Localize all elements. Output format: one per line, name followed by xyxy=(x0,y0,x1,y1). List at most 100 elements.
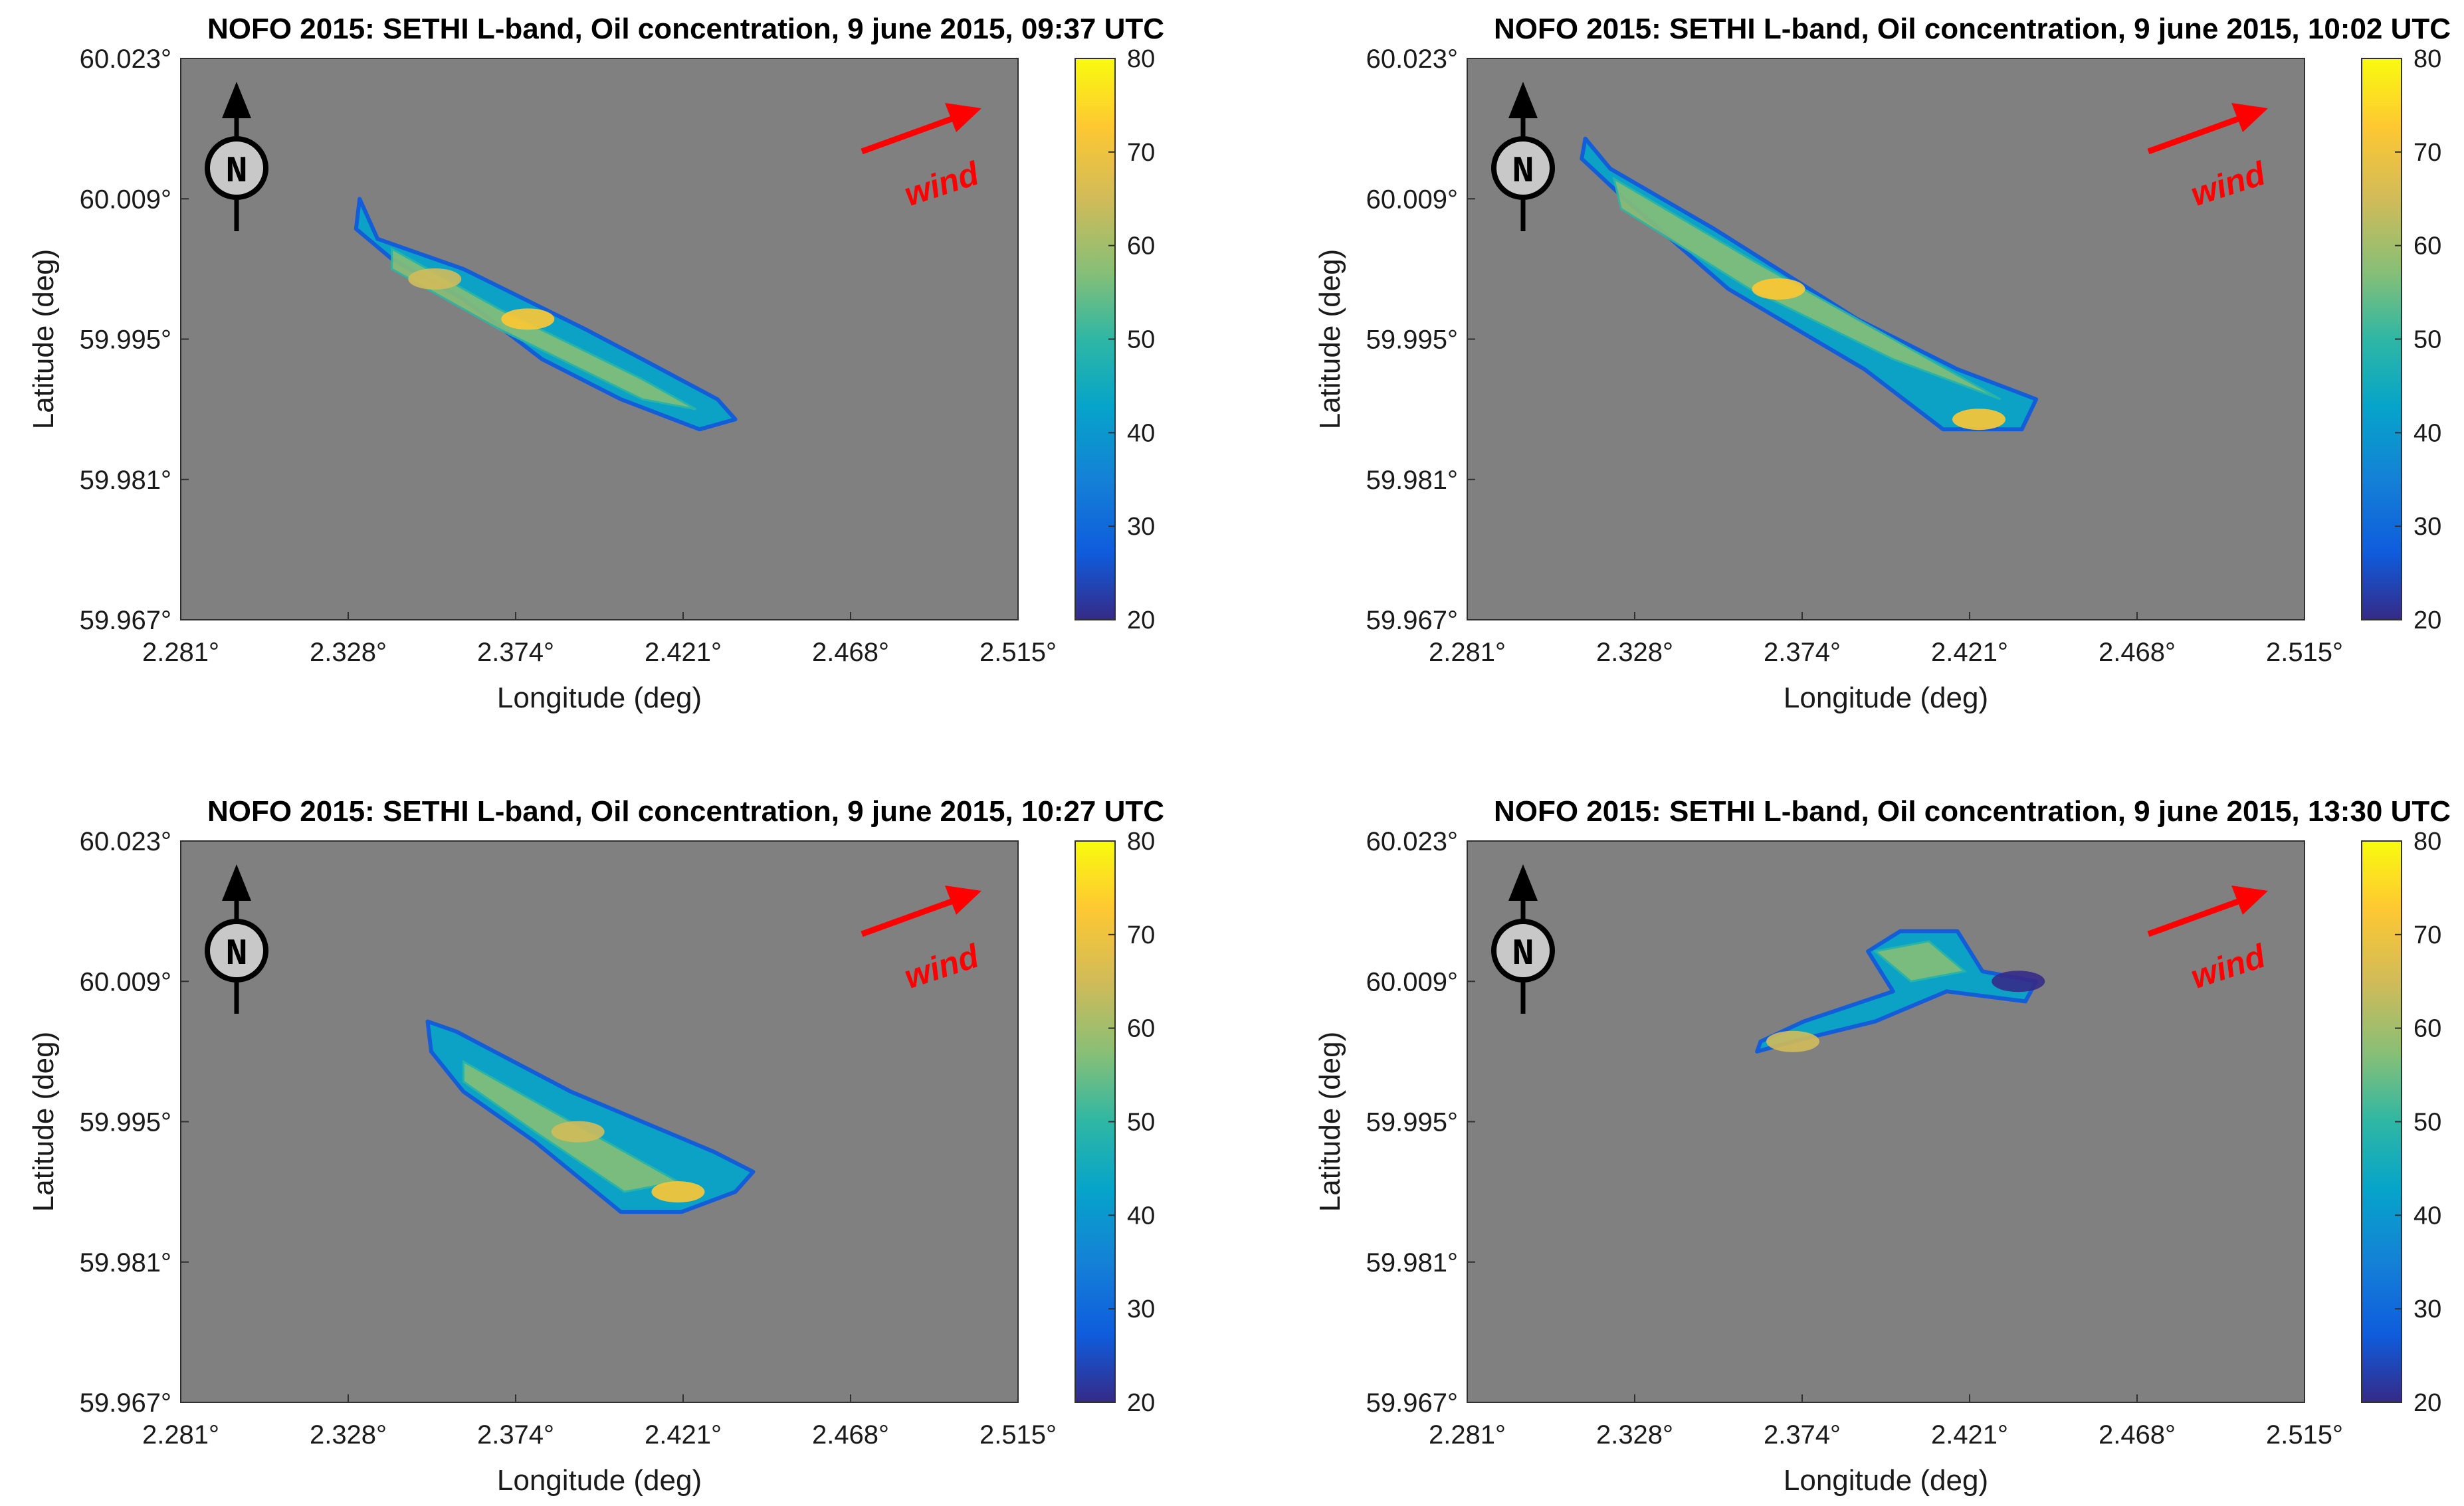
colorbar-tick-label: 40 xyxy=(1127,419,1155,447)
y-tick-label: 59.967° xyxy=(80,606,171,635)
x-axis-label: Longitude (deg) xyxy=(1784,1464,1988,1497)
x-tick-label: 2.281° xyxy=(142,638,219,667)
colorbar-tick-label: 70 xyxy=(1127,139,1155,167)
slick-layer xyxy=(1580,136,2039,432)
y-tick-label: 59.981° xyxy=(80,466,171,495)
y-tick-label: 59.967° xyxy=(1366,606,1458,635)
panels: NOFO 2015: SETHI L-band, Oil concentrati… xyxy=(27,13,2451,1497)
north-label: N xyxy=(1512,150,1534,193)
y-axis-label: Latitude (deg) xyxy=(27,1032,60,1212)
concentration-hotspot xyxy=(651,1181,705,1203)
y-tick-label: 59.995° xyxy=(1366,1108,1458,1137)
oil-slick-core xyxy=(1873,940,1967,983)
north-arrow-icon: N xyxy=(1491,864,1555,1014)
colorbar-tick-label: 30 xyxy=(1127,1295,1155,1323)
north-arrow-icon: N xyxy=(1491,82,1555,231)
colorbar-tick-label: 60 xyxy=(2413,1015,2441,1043)
x-tick-label: 2.374° xyxy=(1764,638,1841,667)
x-tick-label: 2.281° xyxy=(142,1420,219,1450)
y-tick-label: 60.009° xyxy=(80,185,171,214)
north-arrow-icon: N xyxy=(205,82,268,231)
colorbar-tick-label: 50 xyxy=(2413,1109,2441,1137)
x-tick-label: 2.515° xyxy=(2266,1420,2343,1450)
x-tick-label: 2.468° xyxy=(2099,638,2176,667)
plot-area xyxy=(1467,840,2305,1403)
chart-panel: NOFO 2015: SETHI L-band, Oil concentrati… xyxy=(1314,795,2451,1497)
y-axis-label: Latitude (deg) xyxy=(1314,249,1346,430)
x-tick-label: 2.468° xyxy=(2099,1420,2176,1450)
x-tick-label: 2.515° xyxy=(2266,638,2343,667)
colorbar-tick-label: 20 xyxy=(1127,1389,1155,1417)
x-axis-label: Longitude (deg) xyxy=(1784,682,1988,714)
x-tick-label: 2.328° xyxy=(1596,1420,1673,1450)
y-tick-label: 60.009° xyxy=(1366,967,1458,996)
x-tick-label: 2.281° xyxy=(1429,1420,1506,1450)
concentration-hotspot xyxy=(1952,409,2005,430)
colorbar-tick-label: 70 xyxy=(2413,921,2441,949)
colorbar-tick-label: 30 xyxy=(1127,513,1155,541)
x-tick-label: 2.374° xyxy=(477,1420,554,1450)
chart-title: NOFO 2015: SETHI L-band, Oil concentrati… xyxy=(207,795,1164,828)
concentration-hotspot xyxy=(408,268,462,290)
concentration-hotspot xyxy=(551,1121,605,1143)
chart-title: NOFO 2015: SETHI L-band, Oil concentrati… xyxy=(207,13,1164,45)
y-tick-label: 60.009° xyxy=(1366,185,1458,214)
y-tick-label: 59.981° xyxy=(1366,466,1458,495)
y-axis-label: Latitude (deg) xyxy=(27,249,60,430)
slick-layer xyxy=(354,197,738,432)
x-tick-label: 2.421° xyxy=(645,1420,722,1450)
chart-panel: NOFO 2015: SETHI L-band, Oil concentrati… xyxy=(27,13,1164,714)
colorbar-tick-label: 20 xyxy=(1127,607,1155,634)
north-label: N xyxy=(1512,933,1534,975)
x-tick-label: 2.328° xyxy=(310,638,387,667)
colorbar-tick-label: 50 xyxy=(1127,326,1155,354)
y-tick-label: 59.967° xyxy=(80,1388,171,1418)
chart-title: NOFO 2015: SETHI L-band, Oil concentrati… xyxy=(1494,13,2451,45)
colorbar-tick-label: 60 xyxy=(1127,233,1155,260)
concentration-hotspot xyxy=(1992,971,2045,992)
x-tick-label: 2.328° xyxy=(310,1420,387,1450)
y-tick-label: 59.981° xyxy=(80,1248,171,1277)
colorbar-tick-label: 40 xyxy=(2413,419,2441,447)
x-tick-label: 2.421° xyxy=(645,638,722,667)
colorbar-tick-label: 80 xyxy=(1127,828,1155,856)
x-tick-label: 2.328° xyxy=(1596,638,1673,667)
colorbar-tick-label: 70 xyxy=(2413,139,2441,167)
slick-layer xyxy=(425,1019,756,1214)
slick-layer xyxy=(1755,929,2045,1054)
x-tick-label: 2.468° xyxy=(812,638,889,667)
oil-slick-core xyxy=(1612,177,2002,401)
colorbar-tick-label: 40 xyxy=(2413,1202,2441,1230)
y-tick-label: 60.023° xyxy=(1366,45,1458,74)
colorbar-tick-label: 50 xyxy=(1127,1109,1155,1137)
chart-panel: NOFO 2015: SETHI L-band, Oil concentrati… xyxy=(27,795,1164,1497)
y-tick-label: 59.981° xyxy=(1366,1248,1458,1277)
colorbar-tick-label: 80 xyxy=(2413,828,2441,856)
colorbar-tick-label: 60 xyxy=(2413,233,2441,260)
y-tick-label: 60.023° xyxy=(1366,827,1458,856)
y-tick-label: 59.967° xyxy=(1366,1388,1458,1418)
colorbar-tick-label: 80 xyxy=(2413,45,2441,73)
colorbar-tick-label: 30 xyxy=(2413,1295,2441,1323)
x-tick-label: 2.374° xyxy=(477,638,554,667)
x-tick-label: 2.468° xyxy=(812,1420,889,1450)
y-tick-label: 59.995° xyxy=(1366,326,1458,355)
north-label: N xyxy=(225,933,248,975)
chart-title: NOFO 2015: SETHI L-band, Oil concentrati… xyxy=(1494,795,2451,828)
colorbar-tick-label: 80 xyxy=(1127,45,1155,73)
x-axis-label: Longitude (deg) xyxy=(497,682,702,714)
colorbar-tick-label: 20 xyxy=(2413,607,2441,634)
colorbar-tick-label: 60 xyxy=(1127,1015,1155,1043)
chart-panel: NOFO 2015: SETHI L-band, Oil concentrati… xyxy=(1314,13,2451,714)
colorbar-tick-label: 30 xyxy=(2413,513,2441,541)
x-tick-label: 2.515° xyxy=(979,638,1057,667)
north-label: N xyxy=(225,150,248,193)
y-axis-label: Latitude (deg) xyxy=(1314,1032,1346,1212)
colorbar-tick-label: 20 xyxy=(2413,1389,2441,1417)
x-tick-label: 2.421° xyxy=(1931,638,2008,667)
x-axis-label: Longitude (deg) xyxy=(497,1464,702,1497)
x-tick-label: 2.421° xyxy=(1931,1420,2008,1450)
concentration-hotspot xyxy=(501,308,555,330)
x-tick-label: 2.374° xyxy=(1764,1420,1841,1450)
